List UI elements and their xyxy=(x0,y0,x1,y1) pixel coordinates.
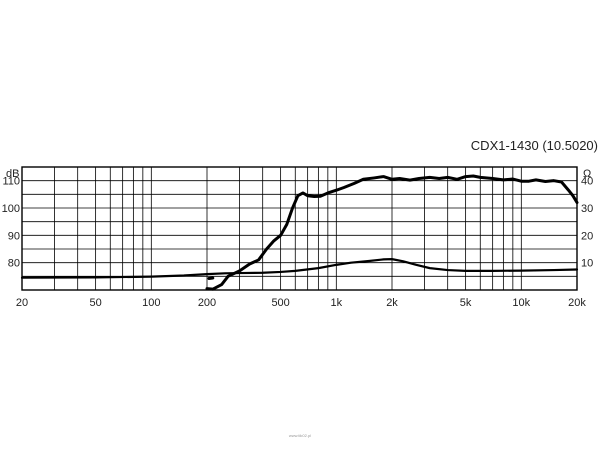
y-right-tick-label: 10 xyxy=(581,258,593,270)
x-tick-label: 500 xyxy=(271,297,289,309)
y-left-tick-label: 90 xyxy=(8,230,20,242)
tick-labels: 20 50 100 200 500 1k 2k 5k 10k 20k 80 90 100 110 10 20 3… xyxy=(2,176,594,309)
left-axis-unit: dB xyxy=(6,168,19,180)
spl-low-fragment xyxy=(207,276,215,281)
x-tick-label: 20k xyxy=(568,297,586,309)
y-right-tick-label: 40 xyxy=(581,176,593,188)
right-axis-unit: Ω xyxy=(583,168,591,180)
x-tick-label: 100 xyxy=(142,297,160,309)
y-left-tick-label: 100 xyxy=(2,203,20,215)
y-right-tick-label: 20 xyxy=(581,230,593,242)
watermark: www.tik02.pl xyxy=(289,433,311,438)
y-right-tick-label: 30 xyxy=(581,203,593,215)
x-tick-label: 5k xyxy=(460,297,472,309)
y-left-tick-label: 110 xyxy=(2,176,20,188)
grid xyxy=(21,167,578,290)
x-tick-label: 200 xyxy=(198,297,216,309)
plot-frame xyxy=(21,166,578,291)
x-tick-label: 10k xyxy=(512,297,530,309)
x-tick-label: 2k xyxy=(386,297,398,309)
spl-response-curve xyxy=(205,174,579,291)
impedance-curve xyxy=(20,258,579,279)
y-left-tick-label: 80 xyxy=(8,258,20,270)
x-tick-label: 50 xyxy=(89,297,101,309)
curves xyxy=(20,174,579,291)
chart-title: CDX1-1430 (10.5020) xyxy=(471,138,598,153)
x-tick-label: 1k xyxy=(330,297,342,309)
x-tick-label: 20 xyxy=(16,297,28,309)
